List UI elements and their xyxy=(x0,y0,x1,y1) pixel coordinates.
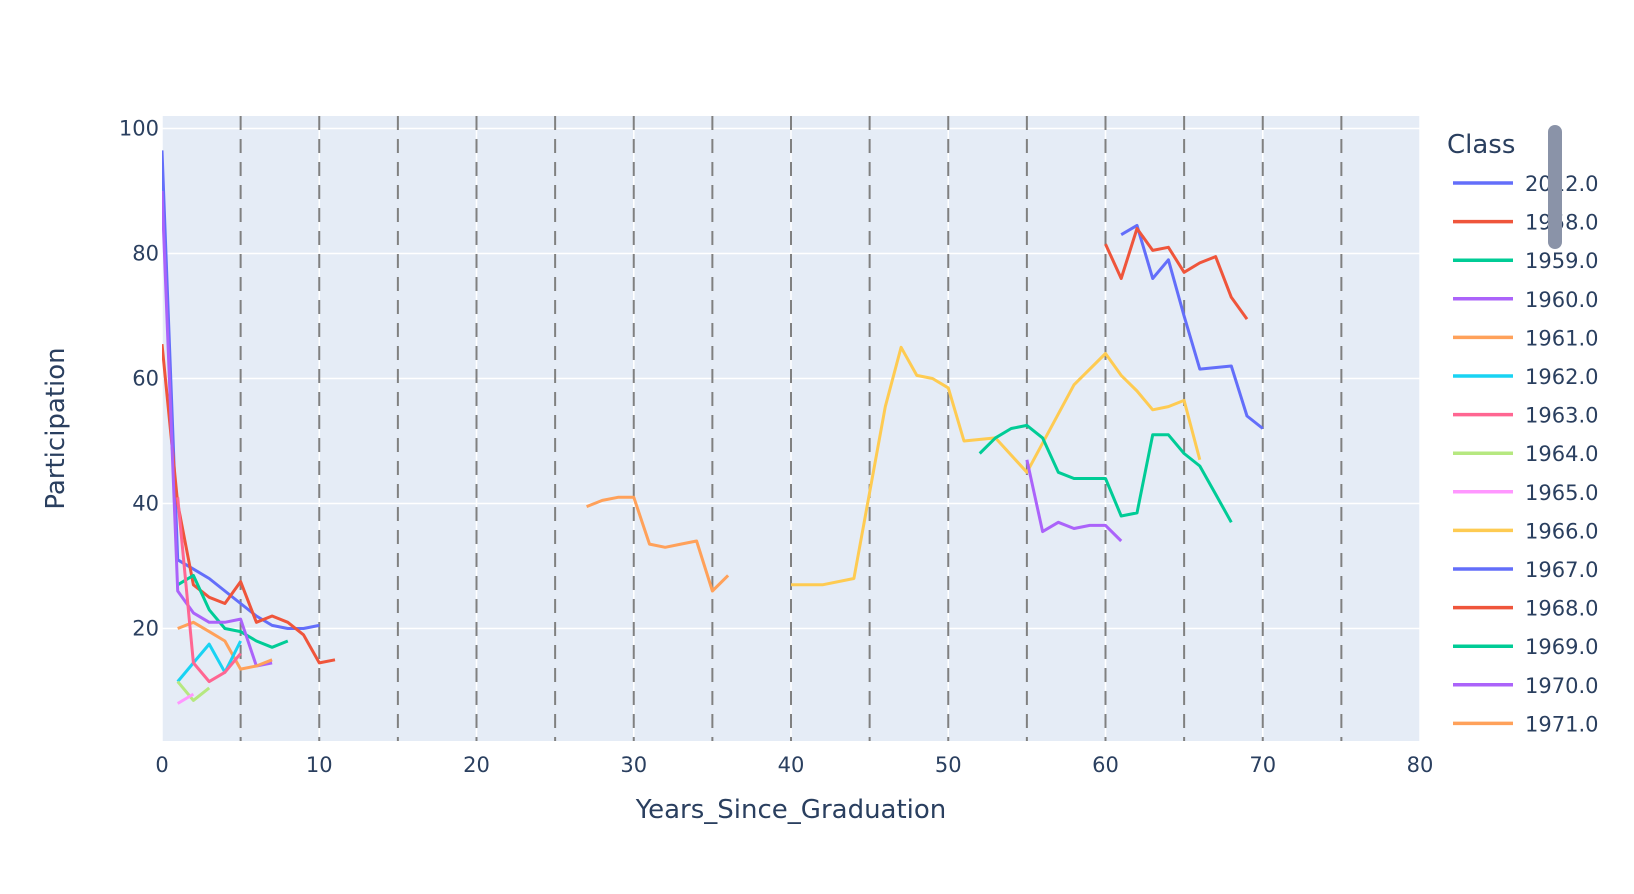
x-tick-label: 20 xyxy=(463,753,490,777)
legend-item-1963.0[interactable]: 1963.0 xyxy=(1453,404,1598,428)
legend-item-1967.0[interactable]: 1967.0 xyxy=(1453,558,1598,582)
legend-label: 1965.0 xyxy=(1525,481,1598,505)
series-line-1964.0[interactable] xyxy=(176,680,211,702)
legend-item-1970.0[interactable]: 1970.0 xyxy=(1453,674,1598,698)
y-tick-label: 80 xyxy=(132,242,159,266)
series-line-1969.0[interactable] xyxy=(978,423,1233,524)
series-line-1968.0[interactable] xyxy=(1104,227,1249,320)
x-tick-label: 40 xyxy=(778,753,805,777)
legend-label: 1963.0 xyxy=(1525,404,1598,428)
x-tick-label: 10 xyxy=(306,753,333,777)
legend-title: Class xyxy=(1447,130,1515,160)
legend-label: 1959.0 xyxy=(1525,249,1598,273)
series-line-1965.0[interactable] xyxy=(176,692,195,705)
series-line-2012.0[interactable] xyxy=(162,150,320,630)
legend-label: 1961.0 xyxy=(1525,326,1598,350)
series-line-1963.0[interactable] xyxy=(176,497,242,684)
legend-item-1960.0[interactable]: 1960.0 xyxy=(1453,288,1598,312)
scrollbar-thumb[interactable] xyxy=(1548,125,1562,249)
series-line-1970.0[interactable] xyxy=(1025,459,1123,543)
legend-label: 1966.0 xyxy=(1525,519,1598,543)
x-axis-ticks: 0 10 20 30 40 50 60 70 80 xyxy=(155,753,1433,777)
legend: 2012.0 1958.0 1959.0 1960.0 1961.0 1962.0 1963… xyxy=(1453,172,1598,736)
legend-item-1968.0[interactable]: 1968.0 xyxy=(1453,597,1598,621)
legend-label: 1971.0 xyxy=(1525,712,1598,736)
legend-item-1966.0[interactable]: 1966.0 xyxy=(1453,519,1598,543)
legend-label: 1960.0 xyxy=(1525,288,1598,312)
legend-item-1961.0[interactable]: 1961.0 xyxy=(1453,326,1598,350)
legend-label: 1968.0 xyxy=(1525,597,1598,621)
legend-item-1964.0[interactable]: 1964.0 xyxy=(1453,442,1598,466)
y-tick-label: 40 xyxy=(132,492,159,516)
y-tick-label: 20 xyxy=(132,617,159,641)
series-line-1959.0[interactable] xyxy=(176,573,289,649)
series-lines xyxy=(162,150,1264,705)
legend-label: 1967.0 xyxy=(1525,558,1598,582)
legend-label: 1964.0 xyxy=(1525,442,1598,466)
x-tick-label: 60 xyxy=(1092,753,1119,777)
legend-item-1962.0[interactable]: 1962.0 xyxy=(1453,365,1598,389)
legend-item-1958.0[interactable]: 1958.0 xyxy=(1453,211,1598,235)
x-tick-label: 0 xyxy=(155,753,168,777)
legend-item-1971.0[interactable]: 1971.0 xyxy=(1453,712,1598,736)
y-tick-label: 60 xyxy=(132,367,159,391)
series-line-1971.0[interactable] xyxy=(586,495,730,593)
y-axis-title: Participation xyxy=(41,347,71,509)
series-line-1958.0[interactable] xyxy=(162,343,336,665)
legend-item-2012.0[interactable]: 2012.0 xyxy=(1453,172,1598,196)
series-line-1961.0[interactable] xyxy=(177,620,273,671)
x-axis-title: Years_Since_Graduation xyxy=(635,795,947,825)
series-line-1962.0[interactable] xyxy=(176,640,242,683)
y-tick-label: 100 xyxy=(119,117,159,141)
legend-item-1959.0[interactable]: 1959.0 xyxy=(1453,249,1598,273)
legend-item-1965.0[interactable]: 1965.0 xyxy=(1453,481,1598,505)
series-line-1960.0[interactable] xyxy=(162,190,273,668)
x-tick-label: 50 xyxy=(935,753,962,777)
legend-label: 1969.0 xyxy=(1525,635,1598,659)
y-axis-ticks: 20 40 60 80 100 xyxy=(119,117,159,641)
legend-scrollbar[interactable] xyxy=(1548,125,1562,249)
legend-label: 1970.0 xyxy=(1525,674,1598,698)
x-tick-label: 30 xyxy=(620,753,647,777)
series-line-1967.0[interactable] xyxy=(1120,223,1264,430)
x-tick-label: 80 xyxy=(1407,753,1434,777)
x-tick-label: 70 xyxy=(1249,753,1276,777)
legend-label: 1962.0 xyxy=(1525,365,1598,389)
legend-item-1969.0[interactable]: 1969.0 xyxy=(1453,635,1598,659)
